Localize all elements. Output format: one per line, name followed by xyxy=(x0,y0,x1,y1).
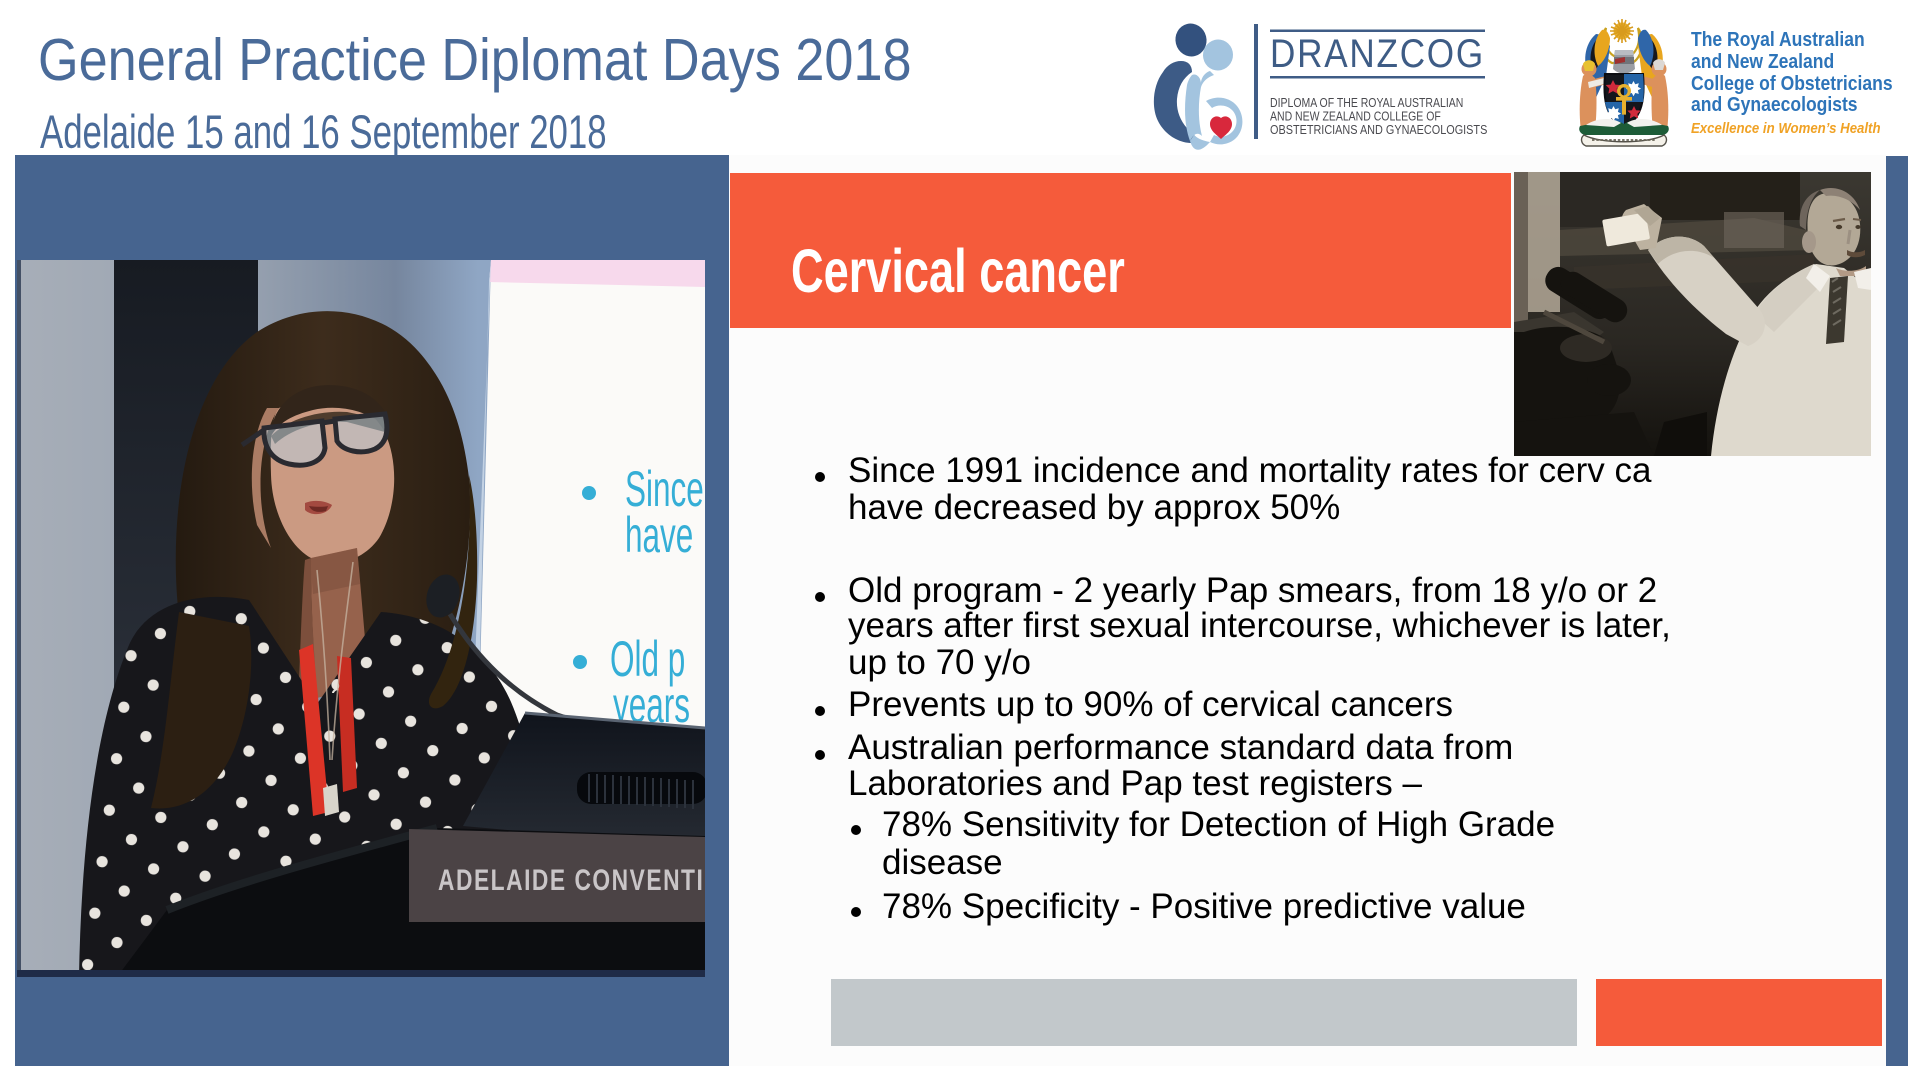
svg-text:AND NEW ZEALAND COLLEGE OF: AND NEW ZEALAND COLLEGE OF xyxy=(1270,111,1441,124)
svg-text:Since: Since xyxy=(625,461,704,517)
svg-text:DRANZCOG: DRANZCOG xyxy=(1270,31,1485,76)
svg-text:OBSTETRICIANS AND GYNAECOLOGIS: OBSTETRICIANS AND GYNAECOLOGISTS xyxy=(1270,123,1487,137)
svg-text:DIPLOMA OF THE ROYAL AUSTRALIA: DIPLOMA OF THE ROYAL AUSTRALIAN xyxy=(1270,97,1463,110)
svg-text:ADELAIDE CONVENTI: ADELAIDE CONVENTI xyxy=(438,863,704,897)
svg-text:Old p: Old p xyxy=(610,631,685,687)
svg-text:have: have xyxy=(625,507,693,563)
